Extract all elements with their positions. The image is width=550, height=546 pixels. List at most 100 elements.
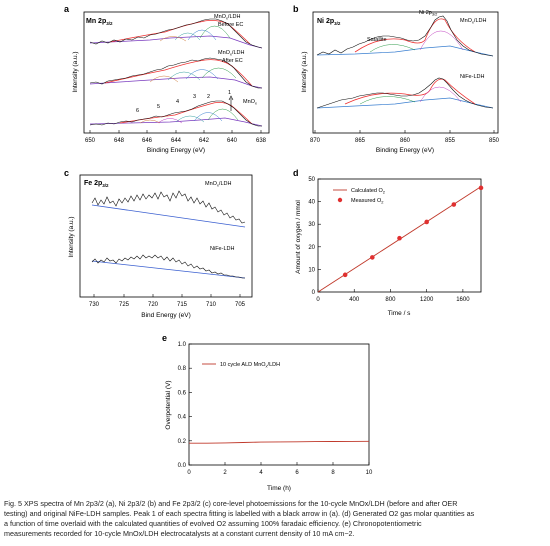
measured-point [478,185,484,191]
tick-label: 725 [119,302,130,308]
x-tick-label: 10 [366,470,373,476]
panel-a-xlabel: Binding Energy (eV) [147,147,205,154]
panel-letter-e: e [162,333,167,343]
panel-c: c Fe 2p3/2 Intensity (a.u.) Bind Energy … [64,168,253,319]
spectrum-label-before-2: Before EC [218,22,243,28]
x-tick-label: 0 [187,470,191,476]
x-tick-label: 1600 [456,297,470,303]
peak-number-5: 5 [157,104,160,110]
tick-label: 850 [489,138,500,144]
panel-d: d Amount of oxygen / mmol Time / s 0 400 8… [293,168,484,317]
y-tick-label: 0.2 [178,439,187,445]
panel-letter-c: c [64,168,69,178]
panel-letter-d: d [293,168,299,178]
spectrum-label-after-1: MnOx/LDH [218,50,244,57]
figure-caption: Fig. 5 XPS spectra of Mn 2p3/2 (a), Ni 2… [4,499,546,539]
label-b-nife-ldh: NiFe-LDH [460,74,484,80]
label-b-mnox-ldh: MnOx/LDH [460,18,486,25]
caption-line: measurements recorded for 10-cycle MnOx/… [4,529,355,538]
panel-c-ticks: 730 725 720 715 710 705 [89,294,246,308]
y-tick-label: 1.0 [178,342,187,348]
x-tick-label: 4 [259,470,263,476]
tick-label: 710 [206,302,217,308]
spectrum-label-after-2: After EC [222,58,243,64]
tick-label: 705 [235,302,246,308]
panel-e: e Overpotential (V) Time (h) 0 2 4 6 8 100.00… [162,333,373,492]
spectrum-b-mnox-ldh: Satallite Ni 2p3/2 MnOx/LDH [316,10,494,57]
panel-e-frame [188,343,370,466]
panel-c-ylabel: Intensity (a.u.) [68,216,75,257]
spectrum-mnox: MnOx 6 5 4 3 2 1 [89,90,263,127]
panel-b-element: Ni 2p3/2 [317,18,341,26]
series-overpotential-line [189,440,370,444]
label-c-mnox-ldh: MnOx/LDH [205,181,231,188]
panel-d-frame [317,178,482,293]
panel-e-ylabel: Overpotential (V) [165,380,172,429]
label-c-nife-ldh: NiFe-LDH [210,246,234,252]
panel-e-xlabel: Time (h) [267,485,291,492]
legend-measured: Measured O2 [351,198,384,205]
tick-label: 644 [171,138,182,144]
legend-calculated: Calculated O2 [351,188,386,195]
panel-c-frame [79,174,253,298]
panel-e-ticks: 0 2 4 6 8 10 0.0 0.2 0.4 0.6 0.8 1.0 [178,342,373,476]
x-tick-label: 2 [223,470,227,476]
spectrum-before-ec: MnOx/LDH Before EC [89,14,263,49]
y-tick-label: 0.0 [178,463,187,469]
peak-numbers: 6 5 4 3 2 1 [136,90,231,114]
panel-b: b Ni 2p3/2 Intensity (a.u.) Binding Ener… [293,4,500,154]
peak-number-6: 6 [136,108,139,114]
y-tick-label: 0.4 [178,415,187,421]
y-tick-label: 0.6 [178,390,187,396]
x-tick-label: 0 [316,297,320,303]
panel-e-legend: 10 cycle ALD MnOx/LDH [202,362,280,369]
panel-b-xlabel: Binding Energy (eV) [376,147,434,154]
spectrum-c-mnox-ldh: MnOx/LDH [91,181,246,228]
spectrum-c-nife-ldh: NiFe-LDH [91,246,246,279]
peak-number-1: 1 [228,90,231,96]
y-tick-label: 0 [312,290,316,296]
tick-label: 720 [148,302,159,308]
tick-label: 855 [445,138,456,144]
spectrum-label-mnox: MnOx [243,99,257,106]
panel-e-series [189,440,370,444]
tick-label: 865 [355,138,366,144]
tick-label: 638 [256,138,267,144]
caption-line: a function of time overlaid with the cal… [4,519,422,528]
measured-point [342,272,348,278]
panel-a: a Mn 2p3/2 Intensity (a.u.) Binding Ener… [64,4,270,154]
peak-number-3: 3 [193,94,196,100]
tick-label: 642 [199,138,210,144]
peak-number-4: 4 [176,99,179,105]
label-ni-2p: Ni 2p3/2 [419,10,438,17]
panel-d-series [317,185,484,293]
legend-mnox-ldh: 10 cycle ALD MnOx/LDH [220,362,280,369]
tick-label: 650 [85,138,96,144]
panel-a-ticks: 650 648 646 644 642 640 638 [85,130,267,144]
tick-label: 715 [177,302,188,308]
tick-label: 730 [89,302,100,308]
measured-point [397,235,402,241]
panel-b-ticks: 870 865 860 855 850 [310,130,500,144]
caption-line: Fig. 5 XPS spectra of Mn 2p3/2 (a), Ni 2… [4,499,458,508]
y-tick-label: 20 [308,245,315,251]
tick-label: 870 [310,138,321,144]
panel-b-ylabel: Intensity (a.u.) [301,51,308,92]
spectrum-after-ec: MnOx/LDH After EC [89,50,263,89]
panel-c-xlabel: Bind Energy (eV) [141,312,191,319]
y-tick-label: 40 [308,200,315,206]
tick-label: 646 [142,138,153,144]
spectrum-b-nife-ldh: NiFe-LDH [316,74,494,109]
panel-letter-a: a [64,4,70,14]
tick-label: 640 [227,138,238,144]
x-tick-label: 800 [385,297,396,303]
x-tick-label: 1200 [420,297,434,303]
panel-a-ylabel: Intensity (a.u.) [72,51,79,92]
panel-d-ylabel: Amount of oxygen / mmol [295,200,302,274]
caption-line: testing) and original NiFe-LDH samples. … [4,509,475,518]
peak-number-2: 2 [207,94,210,100]
panel-a-element: Mn 2p3/2 [86,18,113,26]
measured-point [424,219,429,225]
measured-point [451,202,457,207]
x-tick-label: 8 [331,470,335,476]
